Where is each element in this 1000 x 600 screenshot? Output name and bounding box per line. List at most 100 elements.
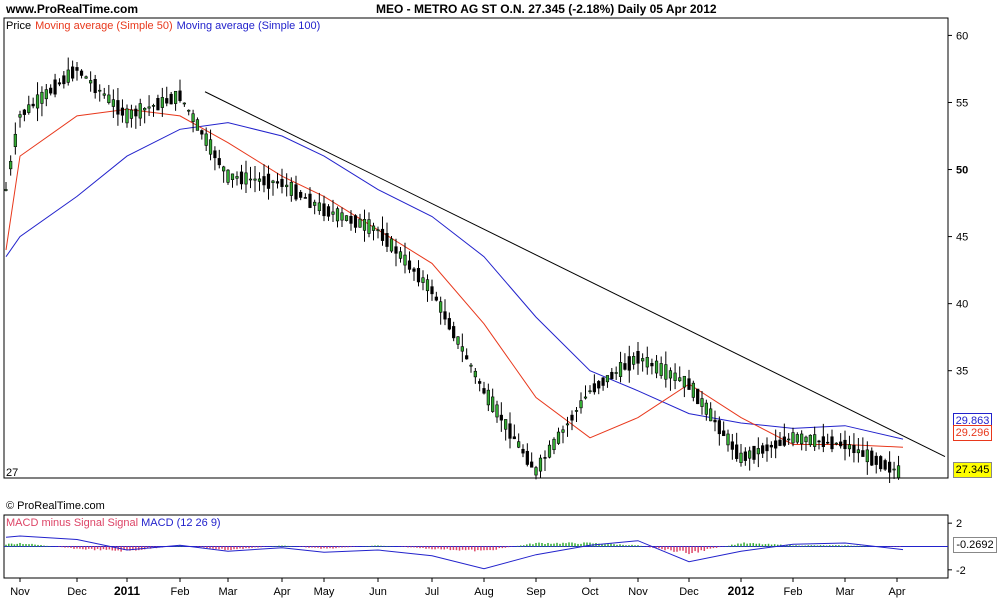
candle-body [362,219,367,231]
candle-body [632,356,636,365]
candle-body [134,108,138,117]
candle-body [847,444,852,450]
candle-body [722,430,726,437]
candle-body [340,212,344,221]
price-panel-frame [3,17,949,479]
macd-legend: MACD minus Signal Signal MACD (12 26 9) [6,517,221,529]
candle-body [280,178,284,187]
candle-body [752,445,756,460]
candle-body [879,456,883,470]
candle-body [299,191,303,198]
candle-body [730,441,734,450]
candle-body [222,166,226,172]
candle-body [654,360,659,374]
candle-body [156,98,160,111]
candle-body [434,296,438,301]
candle-body [213,150,217,159]
site-title[interactable]: www.ProRealTime.com [6,2,139,16]
x-tick-label: Sep [526,586,546,598]
x-tick-label: May [314,586,335,598]
candle-body [495,404,499,418]
y-tick-label-27: 27 [6,467,18,479]
candle-body [491,396,495,412]
candle-body [416,268,421,283]
candle-body [57,82,62,85]
candle-body [482,388,486,394]
macd-y-tick-label: 2 [956,518,962,530]
candle-body [696,388,700,405]
candle-body [512,436,516,440]
candle-body [687,378,691,390]
candle-body [322,203,326,217]
candle-body [826,441,830,444]
candle-body [892,468,896,471]
candle-body [614,372,618,374]
candle-body [465,355,469,360]
candle-body [71,66,75,79]
candle-body [195,119,200,131]
candle-body [40,91,44,104]
candle-body [618,362,623,377]
candle-body [178,90,182,101]
candle-body [610,371,614,380]
candle-body [27,104,31,113]
candle-body [713,419,717,423]
candle-body [452,326,456,339]
candle-body [294,184,298,200]
candle-body [165,98,169,104]
candle-body [18,114,22,118]
candle-body [138,103,142,119]
candle-body [561,429,565,433]
candle-body [691,382,695,398]
candle-body [230,173,235,180]
candle-body [808,434,812,446]
x-tick-label: Apr [888,586,905,598]
candle-body [31,103,35,107]
candle-body [49,87,53,94]
candle-body [326,206,331,217]
candle-body [191,113,195,122]
candle-body [335,208,340,222]
candle-body [473,370,477,378]
candle-body [380,228,385,241]
candle-body [84,76,88,79]
candle-body [795,434,799,443]
candle-body [313,201,317,206]
candle-body [813,434,817,447]
candle-body [111,99,115,107]
x-tick-label: Feb [171,586,190,598]
candle-body [376,229,380,232]
candle-body [62,75,66,85]
candle-body [861,450,865,457]
candle-body [289,181,293,196]
candle-body [508,423,512,439]
candle-body [717,420,721,435]
legend-macd: MACD (12 26 9) [141,517,221,529]
candle-body [856,449,860,454]
candle-body [678,377,682,382]
candle-body [821,436,825,447]
candle-body [627,356,631,371]
x-tick-label: Oct [581,586,598,598]
candle-body [89,80,93,84]
trendline [204,91,946,457]
candle-body [430,286,434,295]
x-tick-label: Jul [425,586,439,598]
candle-body [208,139,213,155]
candle-body [804,436,808,443]
candle-body [460,346,464,352]
candle-body [285,184,289,188]
candle-body [266,173,271,189]
candle-body [447,318,451,330]
x-tick-label: Aug [474,586,494,598]
candle-body [778,439,782,446]
candle-body [834,442,838,445]
x-tick-label: Feb [784,586,803,598]
candle-body [253,178,257,181]
candle-body [200,130,204,135]
candle-body [704,402,708,415]
candle-body [344,215,349,221]
candle-body [182,102,186,105]
candle-body [756,448,760,455]
